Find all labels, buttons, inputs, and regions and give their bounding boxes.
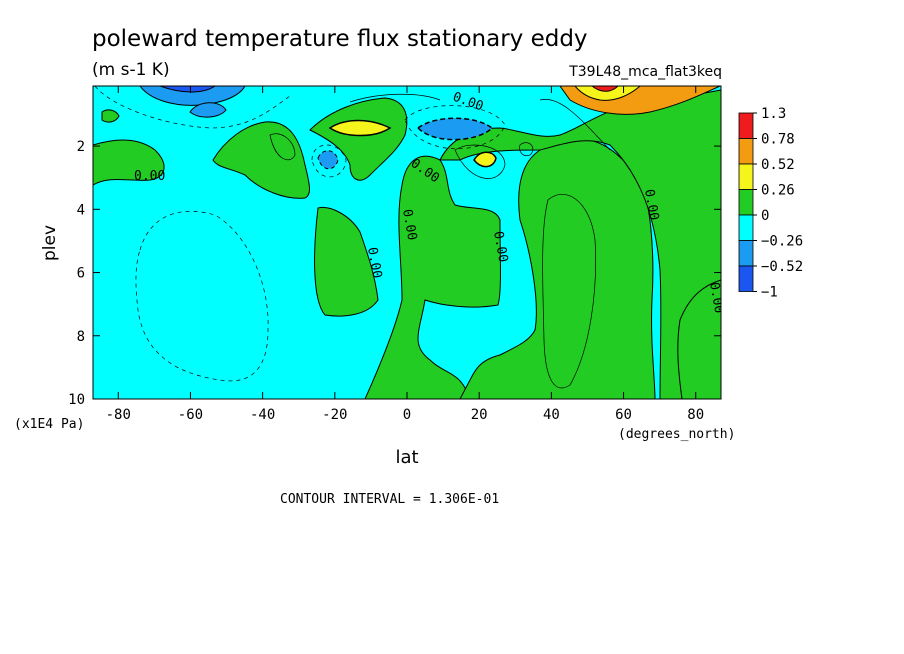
field-region xyxy=(314,206,379,317)
field-region xyxy=(189,102,227,118)
x-axis-title: lat xyxy=(395,447,418,468)
field-region xyxy=(317,150,339,170)
x-tick-label: -20 xyxy=(322,407,347,423)
field-region xyxy=(309,97,408,181)
chart-units: (m s-1 K) xyxy=(92,60,170,80)
contour-interval-note: CONTOUR INTERVAL = 1.306E-01 xyxy=(280,492,499,507)
colorbar-label: −1 xyxy=(761,285,778,301)
contour-label: 0.00 xyxy=(364,246,384,279)
contour-label: 0.00 xyxy=(399,208,419,241)
x-tick-label: 40 xyxy=(543,407,560,423)
colorbar-label: −0.52 xyxy=(761,259,803,275)
colorbar-swatch xyxy=(738,189,754,216)
field-region xyxy=(364,155,501,399)
x-tick-label: 60 xyxy=(615,407,632,423)
x-tick-label: 80 xyxy=(687,407,704,423)
field-region xyxy=(101,109,120,123)
x-axis: -80 -60 -40 -20 0 20 40 60 80 xyxy=(106,86,704,423)
field-region xyxy=(93,139,165,186)
colorbar-swatch xyxy=(738,163,754,190)
y-axis-title: plev xyxy=(40,225,60,261)
contour-lines xyxy=(94,86,611,389)
colorbar-swatch xyxy=(738,138,754,165)
y-tick-label: 2 xyxy=(77,139,85,155)
chart-title: poleward temperature flux stationary edd… xyxy=(92,26,588,52)
colorbar-label: 0.52 xyxy=(761,157,795,173)
field-region xyxy=(416,117,494,141)
field-region xyxy=(328,119,392,137)
colorbar-swatch xyxy=(738,265,754,292)
field-region xyxy=(677,279,721,399)
field-region xyxy=(473,151,497,168)
y-tick-label: 10 xyxy=(68,392,85,408)
colorbar-label: 1.3 xyxy=(761,106,786,122)
colorbar-label: 0 xyxy=(761,208,769,224)
x-tick-label: -60 xyxy=(178,407,203,423)
y-units-label: (x1E4 Pa) xyxy=(14,417,84,432)
contour-label: 0.00 xyxy=(490,230,510,263)
colorbar-label: 0.26 xyxy=(761,183,795,199)
colorbar: 1.3 0.78 0.52 0.26 0 −0.26 −0.52 −1 xyxy=(738,106,803,301)
y-tick-label: 4 xyxy=(77,202,85,218)
field-region xyxy=(439,89,721,399)
colorbar-label: 0.78 xyxy=(761,132,795,148)
y-axis: 2 4 6 8 10 xyxy=(68,139,721,408)
x-units-label: (degrees_north) xyxy=(618,427,735,442)
field-region xyxy=(212,121,310,199)
plot-area: 0.00 0.00 0.00 0.00 0.00 0.00 0.00 0.00 xyxy=(93,86,721,399)
x-tick-label: 20 xyxy=(471,407,488,423)
y-tick-label: 8 xyxy=(77,329,85,345)
colorbar-swatch xyxy=(738,240,754,267)
contour-label: 0.00 xyxy=(134,169,165,184)
x-tick-label: 0 xyxy=(403,407,411,423)
colorbar-label: −0.26 xyxy=(761,234,803,250)
contour-label: 0.00 xyxy=(641,188,661,221)
x-tick-label: -40 xyxy=(250,407,275,423)
colorbar-swatch xyxy=(738,112,754,139)
colorbar-swatch xyxy=(738,214,754,241)
y-tick-label: 6 xyxy=(77,266,85,282)
x-tick-label: -80 xyxy=(106,407,131,423)
run-label: T39L48_mca_flat3keq xyxy=(568,64,722,80)
